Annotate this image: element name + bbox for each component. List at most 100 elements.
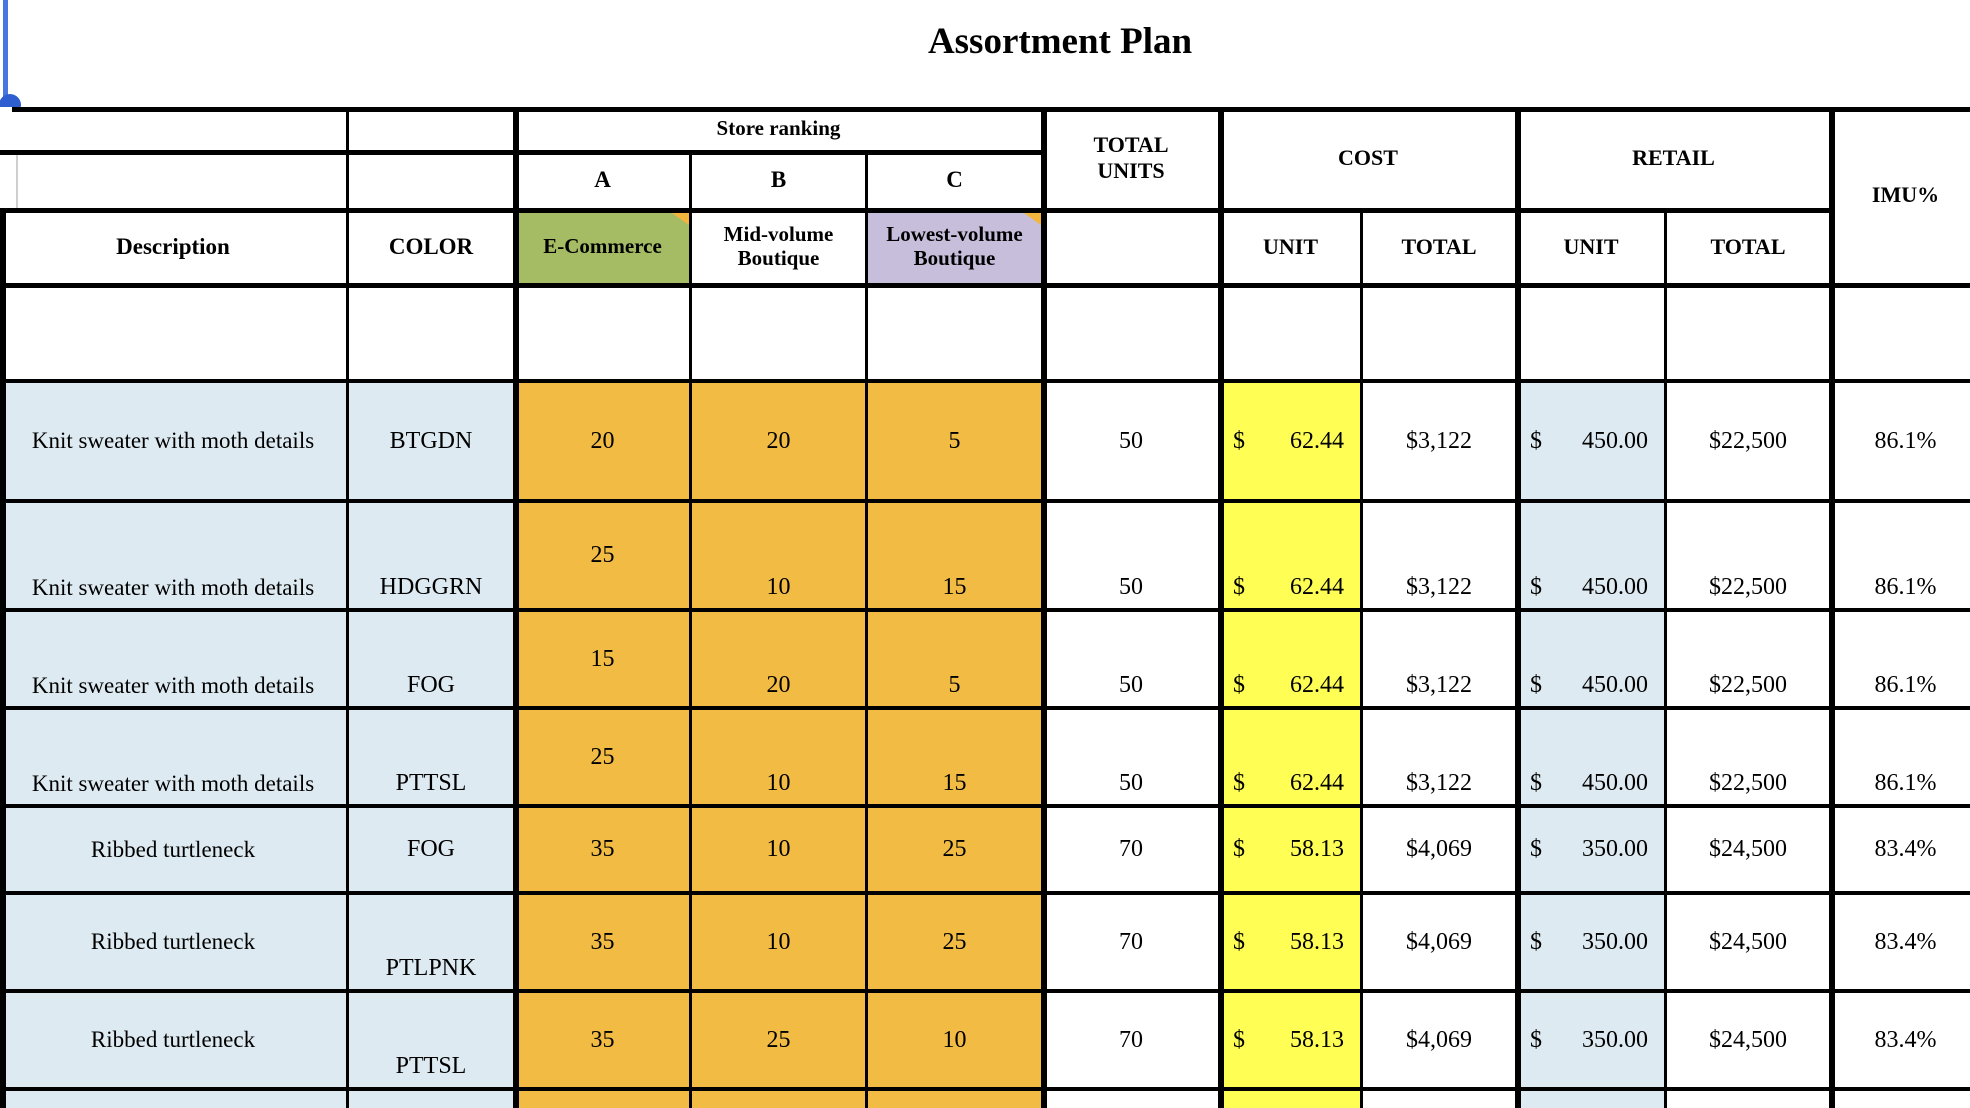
header-imu[interactable]: IMU% [1832,107,1970,286]
cell-rank-b[interactable]: 10 [692,710,868,808]
header-description[interactable]: Description [0,211,349,286]
cell-rank-b[interactable]: 20 [692,612,868,710]
cell-description[interactable] [0,286,349,383]
cell-cost-unit[interactable]: $58.13 [1221,993,1363,1091]
header-cost-total[interactable]: TOTAL [1363,211,1518,286]
header-mid-volume[interactable]: Mid-volume Boutique [692,211,868,286]
cell-imu[interactable]: 86.1% [1832,612,1970,710]
header-blank-description-top[interactable] [0,107,349,153]
header-lowest-volume[interactable]: Lowest-volume Boutique [868,211,1044,286]
cell-retail-unit[interactable] [1518,1091,1667,1108]
cell-color[interactable]: BTGDN [349,383,516,503]
cell-description[interactable]: Ribbed turtleneck [0,895,349,993]
cell-rank-a[interactable]: 15 [516,612,692,710]
cell-rank-a[interactable]: 25 [516,503,692,612]
header-blank-color-top[interactable] [349,107,516,153]
cell-cost-unit[interactable]: $58.13 [1221,895,1363,993]
cell-rank-a[interactable] [516,1091,692,1108]
cell-total-units[interactable] [1044,286,1221,383]
cell-cost-unit[interactable]: $62.44 [1221,612,1363,710]
cell-retail-total[interactable]: $24,500 [1667,993,1832,1091]
cell-color[interactable]: PTLPNK [349,895,516,993]
cell-rank-a[interactable]: 20 [516,383,692,503]
header-store-ranking[interactable]: Store ranking [516,107,1044,153]
cell-rank-b[interactable]: 25 [692,993,868,1091]
cell-rank-c[interactable]: 25 [868,808,1044,895]
cell-rank-c[interactable] [868,286,1044,383]
cell-cost-total[interactable]: $4,069 [1363,895,1518,993]
cell-description[interactable]: Ribbed turtleneck [0,993,349,1091]
cell-imu[interactable]: 86.1% [1832,503,1970,612]
header-retail[interactable]: RETAIL [1518,107,1832,211]
cell-color[interactable] [349,286,516,383]
cell-cost-unit[interactable]: $58.13 [1221,808,1363,895]
cell-cost-unit[interactable] [1221,286,1363,383]
cell-retail-total[interactable]: $22,500 [1667,503,1832,612]
cell-color[interactable]: FOG [349,808,516,895]
cell-imu[interactable] [1832,286,1970,383]
cell-rank-b[interactable] [692,1091,868,1108]
cell-cost-unit[interactable]: $62.44 [1221,503,1363,612]
header-cost-unit[interactable]: UNIT [1221,211,1363,286]
cell-imu[interactable]: 86.1% [1832,710,1970,808]
cell-rank-b[interactable]: 10 [692,503,868,612]
cell-color[interactable] [349,1091,516,1108]
cell-retail-unit[interactable]: $450.00 [1518,503,1667,612]
header-cost[interactable]: COST [1221,107,1518,211]
cell-color[interactable]: PTTSL [349,993,516,1091]
header-ecommerce[interactable]: E-Commerce [516,211,692,286]
cell-rank-c[interactable] [868,1091,1044,1108]
cell-retail-total[interactable]: $24,500 [1667,895,1832,993]
cell-cost-total[interactable] [1363,286,1518,383]
header-color[interactable]: COLOR [349,211,516,286]
cell-total-units[interactable]: 50 [1044,383,1221,503]
cell-retail-unit[interactable]: $450.00 [1518,612,1667,710]
cell-cost-total[interactable]: $4,069 [1363,808,1518,895]
cell-cost-total[interactable] [1363,1091,1518,1108]
cell-description[interactable]: Knit sweater with moth details [0,503,349,612]
cell-imu[interactable]: 83.4% [1832,808,1970,895]
cell-total-units[interactable] [1044,1091,1221,1108]
cell-description[interactable]: Knit sweater with moth details [0,710,349,808]
cell-color[interactable]: FOG [349,612,516,710]
cell-rank-a[interactable]: 35 [516,993,692,1091]
cell-cost-total[interactable]: $3,122 [1363,383,1518,503]
cell-rank-a[interactable]: 35 [516,895,692,993]
cell-description[interactable] [0,1091,349,1108]
cell-description[interactable]: Knit sweater with moth details [0,612,349,710]
header-blank-color-mid[interactable] [349,153,516,211]
cell-rank-c[interactable]: 15 [868,503,1044,612]
cell-imu[interactable]: 83.4% [1832,895,1970,993]
cell-retail-unit[interactable]: $450.00 [1518,710,1667,808]
cell-rank-a[interactable]: 25 [516,710,692,808]
cell-rank-b[interactable]: 10 [692,808,868,895]
cell-cost-total[interactable]: $3,122 [1363,612,1518,710]
header-blank-units[interactable] [1044,211,1221,286]
cell-cost-total[interactable]: $3,122 [1363,503,1518,612]
cell-rank-c[interactable]: 25 [868,895,1044,993]
cell-cost-unit[interactable] [1221,1091,1363,1108]
cell-retail-unit[interactable]: $350.00 [1518,993,1667,1091]
cell-retail-unit[interactable]: $450.00 [1518,383,1667,503]
cell-total-units[interactable]: 50 [1044,503,1221,612]
cell-imu[interactable] [1832,1091,1970,1108]
cell-rank-c[interactable]: 10 [868,993,1044,1091]
header-blank-description-mid[interactable] [0,153,349,211]
cell-retail-unit[interactable]: $350.00 [1518,808,1667,895]
cell-cost-total[interactable]: $4,069 [1363,993,1518,1091]
header-total-units[interactable]: TOTAL UNITS [1044,107,1221,211]
cell-retail-total[interactable]: $22,500 [1667,710,1832,808]
cell-retail-total[interactable] [1667,286,1832,383]
cell-retail-unit[interactable]: $350.00 [1518,895,1667,993]
header-retail-unit[interactable]: UNIT [1518,211,1667,286]
cell-retail-total[interactable]: $22,500 [1667,383,1832,503]
cell-color[interactable]: HDGGRN [349,503,516,612]
cell-cost-unit[interactable]: $62.44 [1221,383,1363,503]
cell-rank-c[interactable]: 15 [868,710,1044,808]
cell-rank-c[interactable]: 5 [868,612,1044,710]
cell-cost-unit[interactable]: $62.44 [1221,710,1363,808]
cell-rank-a[interactable] [516,286,692,383]
cell-description[interactable]: Knit sweater with moth details [0,383,349,503]
cell-rank-b[interactable] [692,286,868,383]
cell-total-units[interactable]: 70 [1044,895,1221,993]
